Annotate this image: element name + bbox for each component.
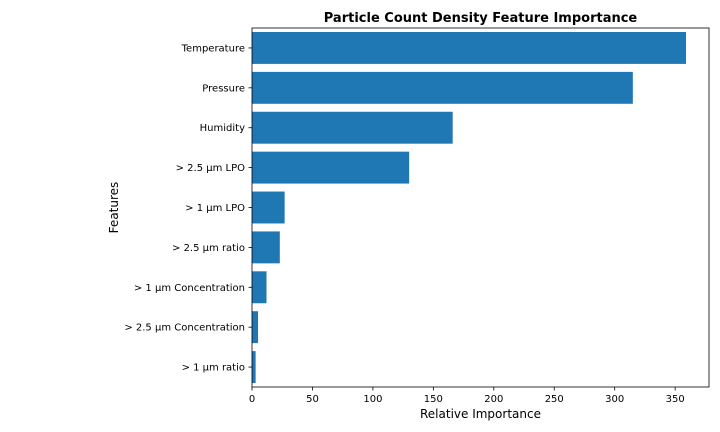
bar-2 [252, 111, 453, 144]
bar-7 [252, 311, 259, 344]
y-tick-label: Humidity [200, 123, 245, 134]
x-tick-label: 300 [605, 394, 624, 405]
chart-title: Particle Count Density Feature Importanc… [324, 11, 638, 26]
y-axis-ticks: Temperature Pressure Humidity > 2.5 µm LPO >… [124, 43, 252, 374]
bar-6 [252, 271, 267, 304]
plot-frame [251, 27, 710, 388]
y-tick-label: > 1 µm LPO [185, 203, 245, 214]
y-tick-label: Pressure [202, 83, 245, 94]
y-tick-label: > 2.5 µm Concentration [124, 323, 245, 334]
x-tick-label: 100 [363, 394, 382, 405]
x-tick-label: 250 [545, 394, 564, 405]
y-tick-label: > 2.5 µm LPO [176, 163, 246, 174]
x-tick-label: 50 [306, 394, 319, 405]
bar-8 [252, 351, 256, 384]
y-tick-label: > 2.5 µm ratio [172, 243, 245, 254]
bar-4 [252, 191, 285, 224]
y-tick-label: > 1 µm ratio [182, 363, 245, 374]
bar-1 [252, 71, 633, 104]
x-axis-ticks: 0 50 100 150 200 250 300 350 [249, 387, 685, 405]
x-axis-label: Relative Importance [420, 407, 541, 421]
bar-5 [252, 231, 280, 264]
y-axis-label: Features [107, 182, 121, 234]
bar-0 [252, 31, 687, 64]
x-tick-label: 350 [666, 394, 685, 405]
bar-3 [252, 151, 410, 184]
x-tick-label: 150 [424, 394, 443, 405]
bars-group [252, 31, 687, 384]
x-tick-label: 200 [484, 394, 503, 405]
y-tick-label: > 1 µm Concentration [134, 283, 245, 294]
y-tick-label: Temperature [181, 43, 245, 54]
x-tick-label: 0 [249, 394, 255, 405]
